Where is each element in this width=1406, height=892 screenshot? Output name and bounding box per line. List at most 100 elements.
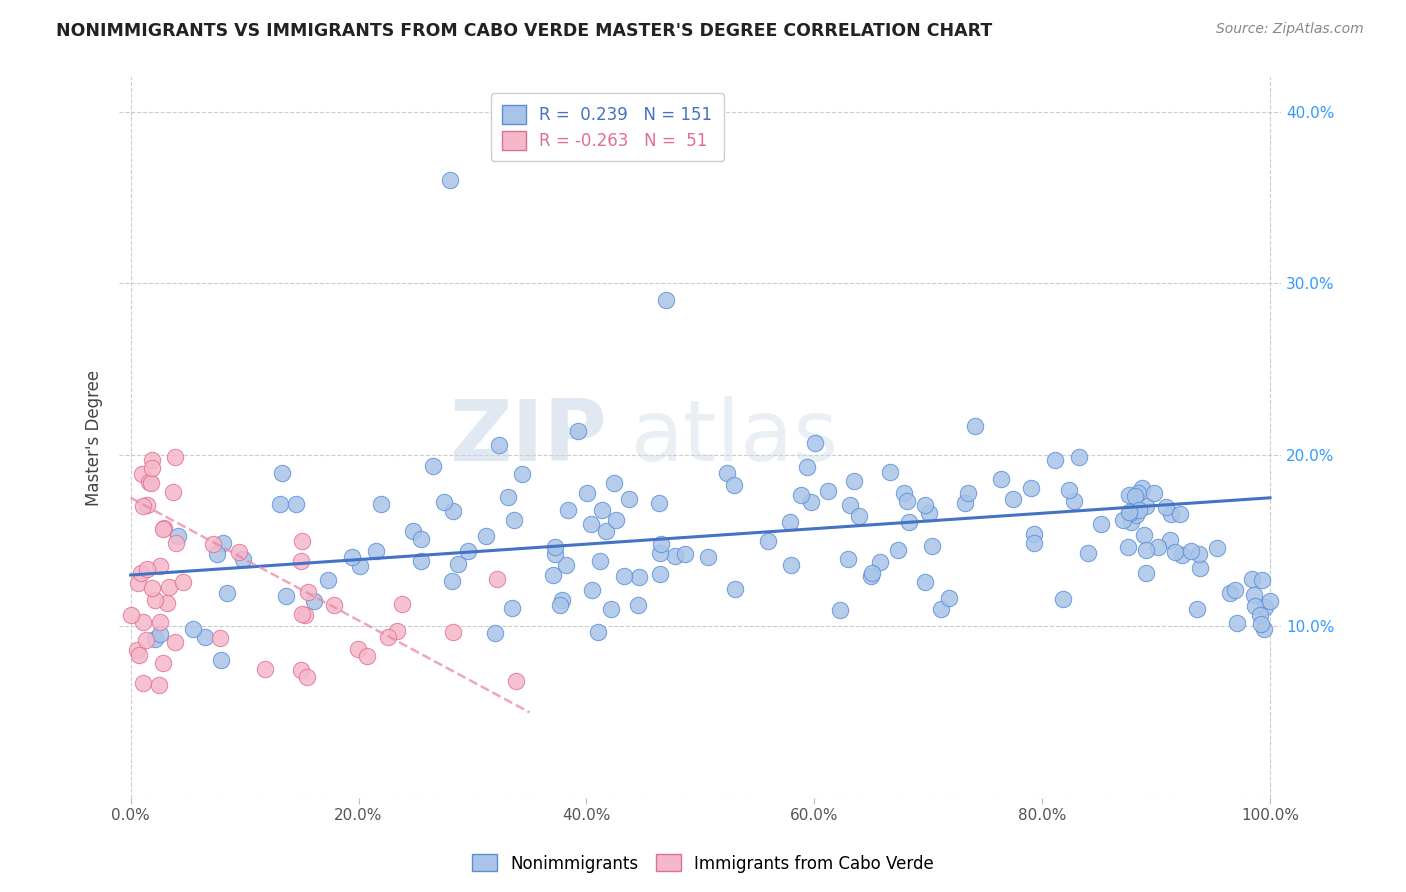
Point <box>544 547 567 561</box>
Point <box>796 460 818 475</box>
Point <box>551 593 574 607</box>
Point <box>1135 499 1157 513</box>
Point <box>724 582 747 597</box>
Point <box>557 502 579 516</box>
Point <box>1250 617 1272 632</box>
Point <box>588 554 610 568</box>
Point <box>457 543 479 558</box>
Point <box>194 630 217 644</box>
Point <box>914 499 936 513</box>
Point <box>212 536 235 550</box>
Point <box>302 593 325 607</box>
Point <box>131 566 153 580</box>
Point <box>697 549 720 564</box>
Point <box>131 467 153 481</box>
Point <box>141 452 163 467</box>
Point <box>346 641 368 656</box>
Point <box>377 630 399 644</box>
Point <box>897 515 920 529</box>
Point <box>842 474 865 488</box>
Point <box>127 576 149 591</box>
Point <box>1171 548 1194 562</box>
Point <box>446 557 468 571</box>
Point <box>366 543 388 558</box>
Point <box>1118 506 1140 520</box>
Point <box>544 540 567 554</box>
Point <box>141 581 163 595</box>
Point <box>1128 503 1150 517</box>
Point <box>837 552 859 566</box>
Point <box>402 524 425 538</box>
Point <box>1244 599 1267 614</box>
Point <box>411 554 433 568</box>
Legend: Nonimmigrants, Immigrants from Cabo Verde: Nonimmigrants, Immigrants from Cabo Verd… <box>465 847 941 880</box>
Point <box>839 498 862 512</box>
Point <box>1077 546 1099 560</box>
Y-axis label: Master's Degree: Master's Degree <box>86 369 103 506</box>
Point <box>650 537 672 551</box>
Point <box>143 632 166 646</box>
Point <box>148 677 170 691</box>
Point <box>284 498 307 512</box>
Point <box>1168 507 1191 521</box>
Point <box>1147 540 1170 554</box>
Point <box>135 498 157 512</box>
Point <box>294 607 316 622</box>
Point <box>1223 582 1246 597</box>
Point <box>830 603 852 617</box>
Point <box>295 670 318 684</box>
Legend: R =  0.239   N = 151, R = -0.263   N =  51: R = 0.239 N = 151, R = -0.263 N = 51 <box>491 93 724 161</box>
Point <box>439 173 461 187</box>
Point <box>165 536 187 550</box>
Point <box>664 549 686 564</box>
Point <box>555 558 578 572</box>
Point <box>127 643 149 657</box>
Point <box>120 608 142 623</box>
Point <box>1185 601 1208 615</box>
Point <box>1118 488 1140 502</box>
Text: NONIMMIGRANTS VS IMMIGRANTS FROM CABO VERDE MASTER'S DEGREE CORRELATION CHART: NONIMMIGRANTS VS IMMIGRANTS FROM CABO VE… <box>56 22 993 40</box>
Point <box>132 676 155 690</box>
Point <box>1118 505 1140 519</box>
Point <box>391 597 413 611</box>
Point <box>1112 513 1135 527</box>
Point <box>290 663 312 677</box>
Point <box>550 598 572 612</box>
Point <box>1258 594 1281 608</box>
Point <box>1090 517 1112 532</box>
Point <box>581 583 603 598</box>
Point <box>475 529 498 543</box>
Point <box>790 488 813 502</box>
Point <box>1240 572 1263 586</box>
Point <box>599 602 621 616</box>
Point <box>848 508 870 523</box>
Point <box>228 545 250 559</box>
Point <box>512 467 534 482</box>
Point <box>135 632 157 647</box>
Point <box>316 573 339 587</box>
Point <box>929 602 952 616</box>
Point <box>433 494 456 508</box>
Point <box>1254 600 1277 615</box>
Point <box>1249 607 1271 622</box>
Point <box>297 584 319 599</box>
Point <box>1130 481 1153 495</box>
Point <box>290 554 312 568</box>
Point <box>716 466 738 480</box>
Point <box>141 476 163 491</box>
Point <box>172 575 194 590</box>
Point <box>271 467 294 481</box>
Point <box>567 424 589 438</box>
Point <box>340 549 363 564</box>
Point <box>1219 585 1241 599</box>
Point <box>1243 588 1265 602</box>
Point <box>595 524 617 539</box>
Point <box>586 625 609 640</box>
Point <box>162 484 184 499</box>
Point <box>914 575 936 590</box>
Point <box>1125 489 1147 503</box>
Point <box>370 497 392 511</box>
Point <box>1119 515 1142 529</box>
Point <box>804 435 827 450</box>
Point <box>1206 541 1229 555</box>
